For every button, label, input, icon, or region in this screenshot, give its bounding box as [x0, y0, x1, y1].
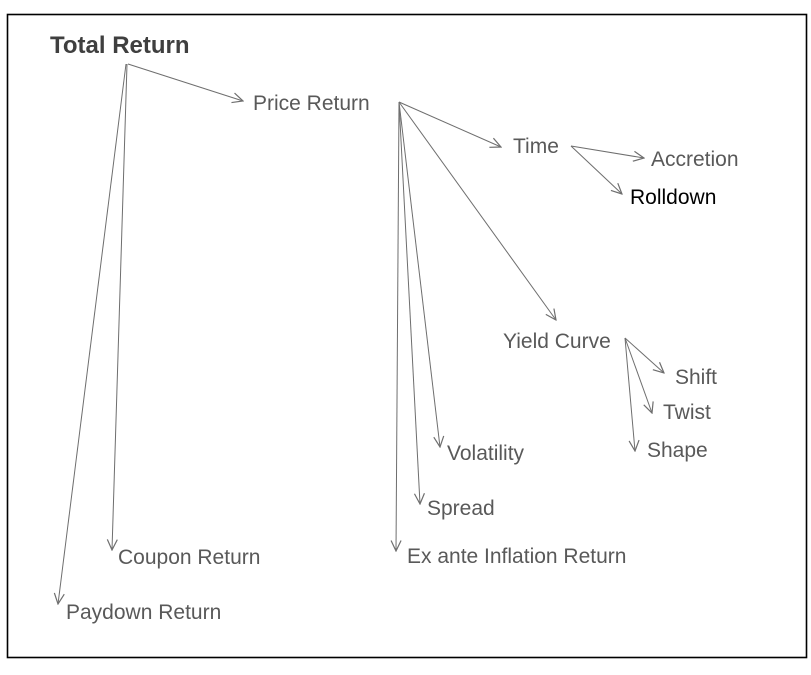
node-label-total-return: Total Return — [50, 32, 190, 59]
edge-arrow-yield-curve-to-shape — [624, 337, 635, 451]
edge-arrow-yield-curve-to-twist — [624, 337, 652, 413]
node-label-twist: Twist — [663, 401, 711, 424]
edge-arrow-price-return-to-spread — [398, 101, 420, 504]
node-label-price-return: Price Return — [253, 92, 370, 115]
node-label-time: Time — [513, 135, 559, 158]
edge-arrow-price-return-to-time — [398, 101, 501, 147]
node-label-ex-ante-inflation-return: Ex ante Inflation Return — [407, 545, 626, 568]
nodes-group: Total Return Price Return Coupon Return Pay… — [50, 32, 739, 624]
node-label-paydown-return: Paydown Return — [66, 601, 221, 624]
node-label-shift: Shift — [675, 366, 717, 389]
edge-arrow-price-return-to-ex-ante-inflation-return — [396, 101, 399, 551]
edges-group — [58, 63, 664, 604]
edge-arrow-total-return-to-price-return — [127, 63, 243, 101]
node-label-yield-curve: Yield Curve — [503, 330, 611, 353]
node-label-shape: Shape — [647, 439, 708, 462]
edge-arrow-time-to-rolldown — [570, 145, 622, 194]
node-label-volatility: Volatility — [447, 442, 525, 465]
node-label-coupon-return: Coupon Return — [118, 546, 260, 569]
edge-arrow-yield-curve-to-shift — [624, 337, 664, 373]
edge-arrow-time-to-accretion — [570, 145, 644, 158]
node-label-accretion: Accretion — [651, 148, 739, 171]
edge-arrow-price-return-to-yield-curve — [398, 101, 556, 320]
node-label-rolldown: Rolldown — [630, 186, 716, 209]
node-label-spread: Spread — [427, 497, 495, 520]
edge-arrow-total-return-to-coupon-return — [112, 63, 128, 550]
edge-arrow-total-return-to-paydown-return — [58, 63, 127, 604]
edge-arrow-price-return-to-volatility — [398, 101, 440, 447]
diagram-frame-border — [6, 13, 808, 659]
